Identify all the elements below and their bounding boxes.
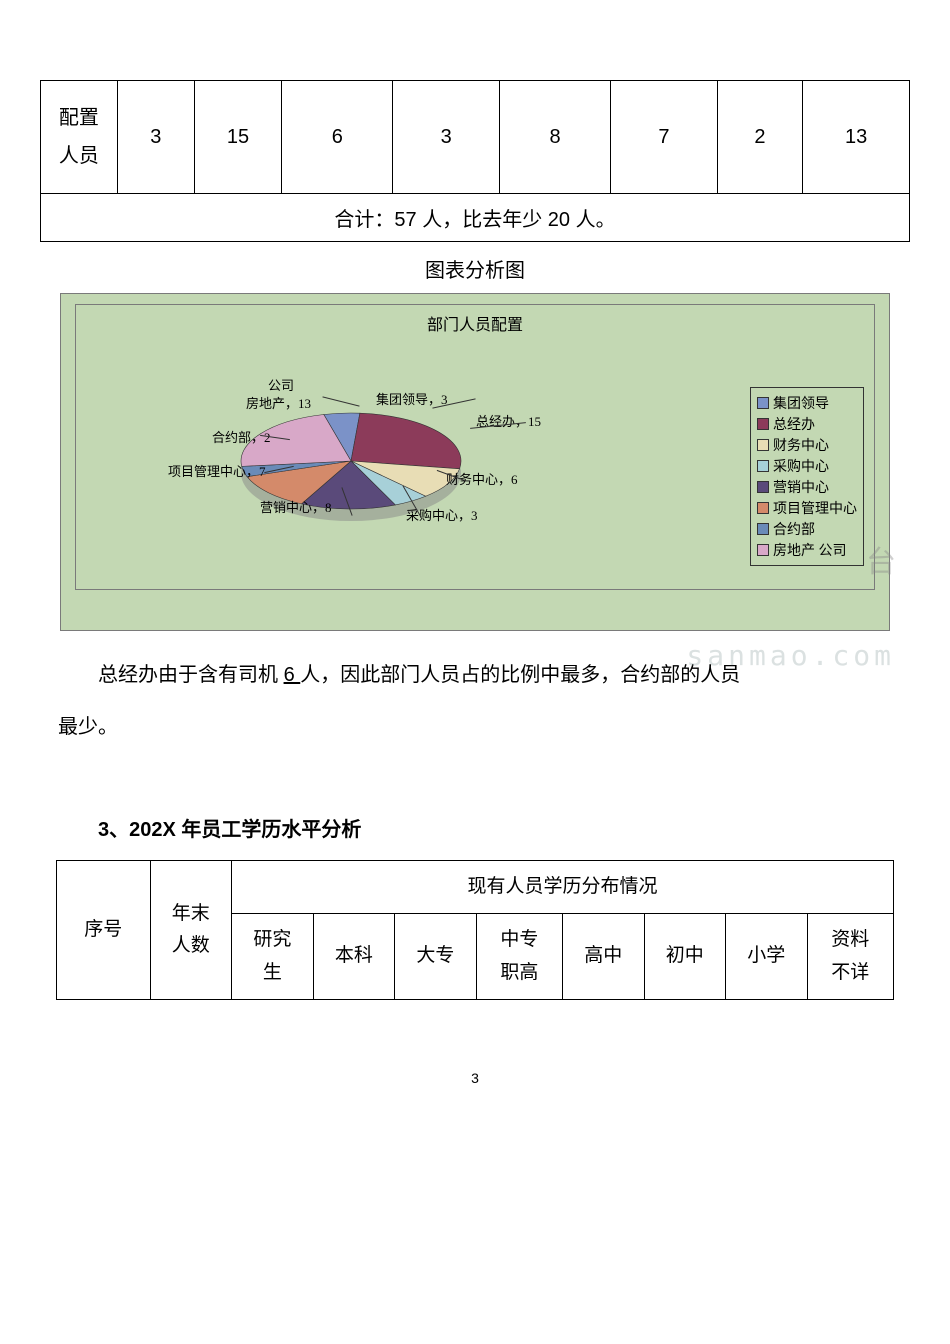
legend-swatch — [757, 523, 769, 535]
pie-label-marketing: 营销中心，8 — [260, 497, 332, 516]
legend-row: 房地产 公司 — [757, 540, 857, 560]
value-cell: 6 — [282, 81, 393, 194]
col-edu: 中专 职高 — [476, 914, 562, 1000]
pie-slice — [351, 413, 461, 469]
value-cell: 13 — [803, 81, 910, 194]
legend-row: 财务中心 — [757, 435, 857, 455]
col-seq: 序号 — [57, 861, 151, 1000]
pie-label-company: 公司 — [268, 375, 294, 394]
pie-label-project-mgmt: 项目管理中心，7 — [168, 461, 266, 480]
legend-swatch — [757, 397, 769, 409]
pie-label-finance: 财务中心，6 — [446, 469, 518, 488]
legend-swatch — [757, 418, 769, 430]
legend-row: 采购中心 — [757, 456, 857, 476]
staff-allocation-table: 配置 人员 3 15 6 3 8 7 2 13 合计：57 人，比去年少 20 … — [40, 80, 910, 242]
legend-swatch — [757, 544, 769, 556]
legend-swatch — [757, 439, 769, 451]
legend-label: 总经办 — [773, 414, 815, 434]
legend-label: 财务中心 — [773, 435, 829, 455]
legend-label: 房地产 公司 — [773, 540, 847, 560]
legend-label: 合约部 — [773, 519, 815, 539]
value-cell: 2 — [717, 81, 802, 194]
para-underlined: 6 — [284, 664, 301, 686]
legend-row: 集团领导 — [757, 393, 857, 413]
col-edu: 资料 不详 — [807, 914, 893, 1000]
legend-swatch — [757, 460, 769, 472]
summary-cell: 合计：57 人，比去年少 20 人。 — [41, 194, 910, 242]
col-edu: 初中 — [644, 914, 726, 1000]
legend-label: 集团领导 — [773, 393, 829, 413]
col-year-end: 年末 人数 — [150, 861, 232, 1000]
value-cell: 8 — [500, 81, 611, 194]
chart-legend: 集团领导总经办财务中心采购中心营销中心项目管理中心合约部房地产 公司 — [750, 387, 864, 566]
watermark-glyph: 台 — [866, 537, 896, 581]
table-row: 配置 人员 3 15 6 3 8 7 2 13 — [41, 81, 910, 194]
chart-inner-frame: 部门人员配置 公司 房地产，13 集团领导，3 总经办，15 合约部，2 项目管… — [75, 304, 875, 590]
row-label-text: 配置 人员 — [59, 107, 99, 167]
legend-label: 营销中心 — [773, 477, 829, 497]
para-pre: 总经办由于含有司机 — [98, 664, 284, 686]
legend-swatch — [757, 502, 769, 514]
row-label-cell: 配置 人员 — [41, 81, 118, 194]
col-edu: 小学 — [726, 914, 808, 1000]
pie-label-contract: 合约部，2 — [212, 427, 271, 446]
pie-label-realestate: 房地产，13 — [246, 393, 311, 412]
col-edu: 高中 — [562, 914, 644, 1000]
value-cell: 7 — [611, 81, 718, 194]
page-number: 3 — [40, 1070, 910, 1086]
para-post: 人，因此部门人员占的比例中最多，合约部的人员 — [300, 664, 740, 686]
summary-row: 合计：57 人，比去年少 20 人。 — [41, 194, 910, 242]
value-cell: 15 — [194, 81, 282, 194]
value-cell: 3 — [393, 81, 500, 194]
education-distribution-table: 序号 年末 人数 现有人员学历分布情况 研究 生 本科 大专 中专 职高 高中 … — [56, 860, 894, 1000]
analysis-paragraph-2: 最少。 — [58, 701, 892, 753]
col-edu: 研究 生 — [232, 914, 314, 1000]
legend-label: 采购中心 — [773, 456, 829, 476]
value-cell: 3 — [117, 81, 194, 194]
section-heading: 3、202X 年员工学历水平分析 — [98, 813, 910, 842]
watermark-text: sanmao.com — [686, 639, 895, 672]
table-header-row: 序号 年末 人数 现有人员学历分布情况 — [57, 861, 894, 914]
legend-row: 总经办 — [757, 414, 857, 434]
chart-caption: 图表分析图 — [40, 254, 910, 283]
legend-row: 营销中心 — [757, 477, 857, 497]
col-dist-header: 现有人员学历分布情况 — [232, 861, 894, 914]
pie-label-group-leader: 集团领导，3 — [376, 389, 448, 408]
legend-label: 项目管理中心 — [773, 498, 857, 518]
legend-row: 项目管理中心 — [757, 498, 857, 518]
col-edu: 本科 — [313, 914, 395, 1000]
legend-row: 合约部 — [757, 519, 857, 539]
chart-outer-frame: 部门人员配置 公司 房地产，13 集团领导，3 总经办，15 合约部，2 项目管… — [60, 293, 890, 631]
col-edu: 大专 — [395, 914, 477, 1000]
legend-swatch — [757, 481, 769, 493]
chart-title: 部门人员配置 — [76, 305, 874, 335]
